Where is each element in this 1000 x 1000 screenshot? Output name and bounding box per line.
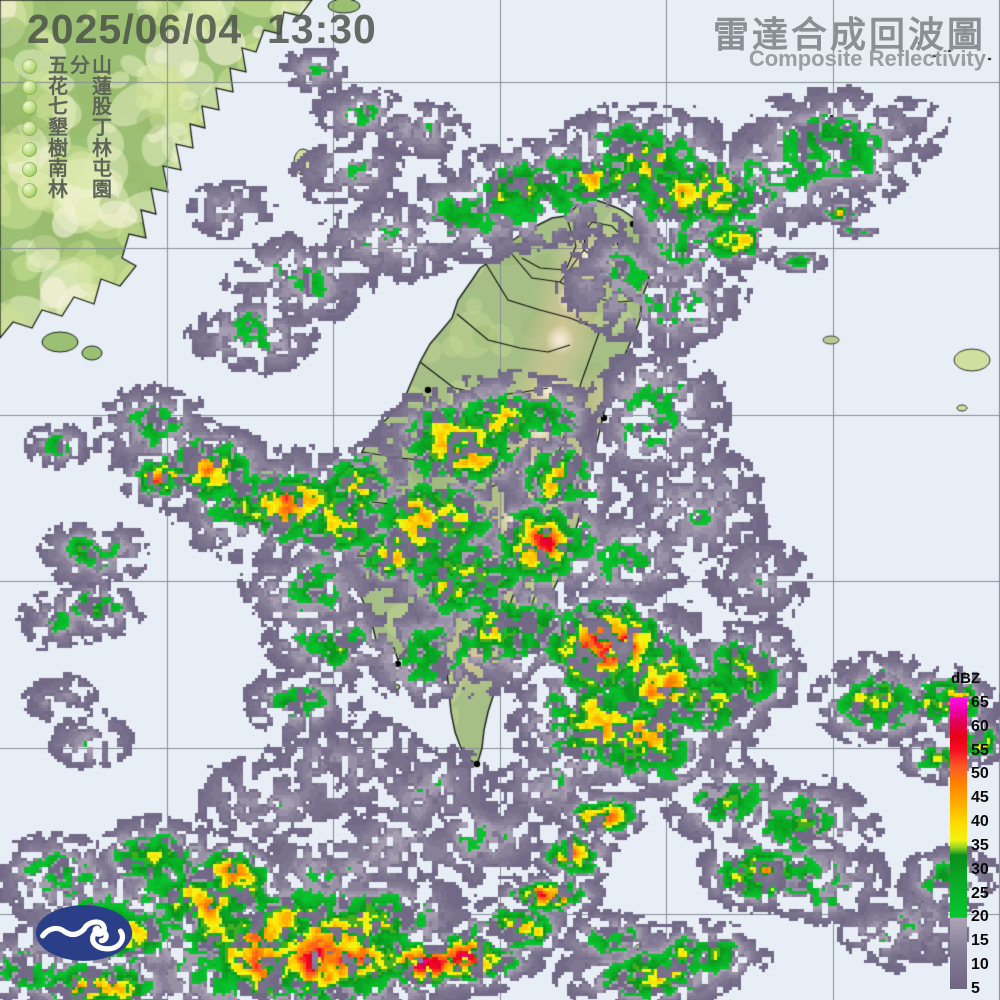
radar-station-list: 五分山花蓮七股墾丁樹林南屯林園 (22, 55, 122, 202)
colorbar-tick-label: 10 (971, 956, 989, 974)
station-name-char: 股 (92, 96, 112, 119)
station-name-char: 南 (48, 158, 68, 181)
colorbar-tick-label: 30 (971, 860, 989, 878)
station-name-char: 樹 (48, 137, 68, 160)
radar-station-row: 五分山 (22, 55, 122, 78)
station-marker-icon (22, 121, 37, 137)
station-name-char: 七 (48, 96, 68, 119)
station-name-char: 山 (92, 55, 112, 77)
station-name-char: 分 (70, 55, 90, 77)
station-name-char: 花 (48, 75, 68, 98)
station-name-char: 蓮 (92, 75, 112, 98)
station-name-char: 墾 (48, 117, 68, 140)
radar-station-row: 樹林 (22, 137, 122, 161)
radar-station-row: 墾丁 (22, 117, 122, 140)
radar-station-row: 林園 (22, 179, 122, 202)
station-marker-icon (22, 59, 37, 74)
colorbar-tick-label: 35 (971, 836, 989, 854)
colorbar-tick-label: 55 (971, 741, 989, 759)
radar-station-row: 花蓮 (22, 75, 122, 99)
colorbar-gradient (950, 697, 967, 989)
observation-timestamp: 2025/06/04 13:30 (27, 6, 377, 52)
station-marker-icon (22, 79, 37, 95)
station-marker-icon (22, 100, 37, 116)
colorbar-tick-label: 60 (971, 717, 989, 735)
station-marker-icon (22, 141, 37, 157)
station-name-char: 屯 (92, 158, 112, 181)
colorbar-tick-label: 65 (971, 693, 989, 711)
colorbar-tick-label: 25 (971, 884, 989, 902)
colorbar-tick-label: 20 (971, 908, 989, 926)
station-name-char: 林 (48, 179, 68, 202)
station-marker-icon (22, 183, 37, 199)
station-name-char: 丁 (92, 117, 112, 140)
colorbar-tick-label: 45 (971, 789, 989, 807)
colorbar-tick-label: 40 (971, 813, 989, 831)
station-marker-icon (22, 162, 37, 178)
colorbar-unit-label: dBZ (951, 670, 981, 687)
colorbar-tick-label: 15 (971, 932, 989, 950)
cwb-logo (35, 905, 133, 961)
colorbar-tick-label: 5 (971, 980, 980, 997)
page-subtitle: Composite Reflectivity (748, 46, 986, 71)
station-name-char: 五 (48, 55, 68, 77)
colorbar-tick-label: 50 (971, 765, 989, 783)
page-title: 雷達合成回波圖 (712, 14, 986, 55)
station-name-char: 林 (92, 137, 112, 160)
radar-station-row: 南屯 (22, 158, 122, 181)
radar-station-row: 七股 (22, 96, 122, 119)
station-name-char: 園 (92, 179, 112, 202)
